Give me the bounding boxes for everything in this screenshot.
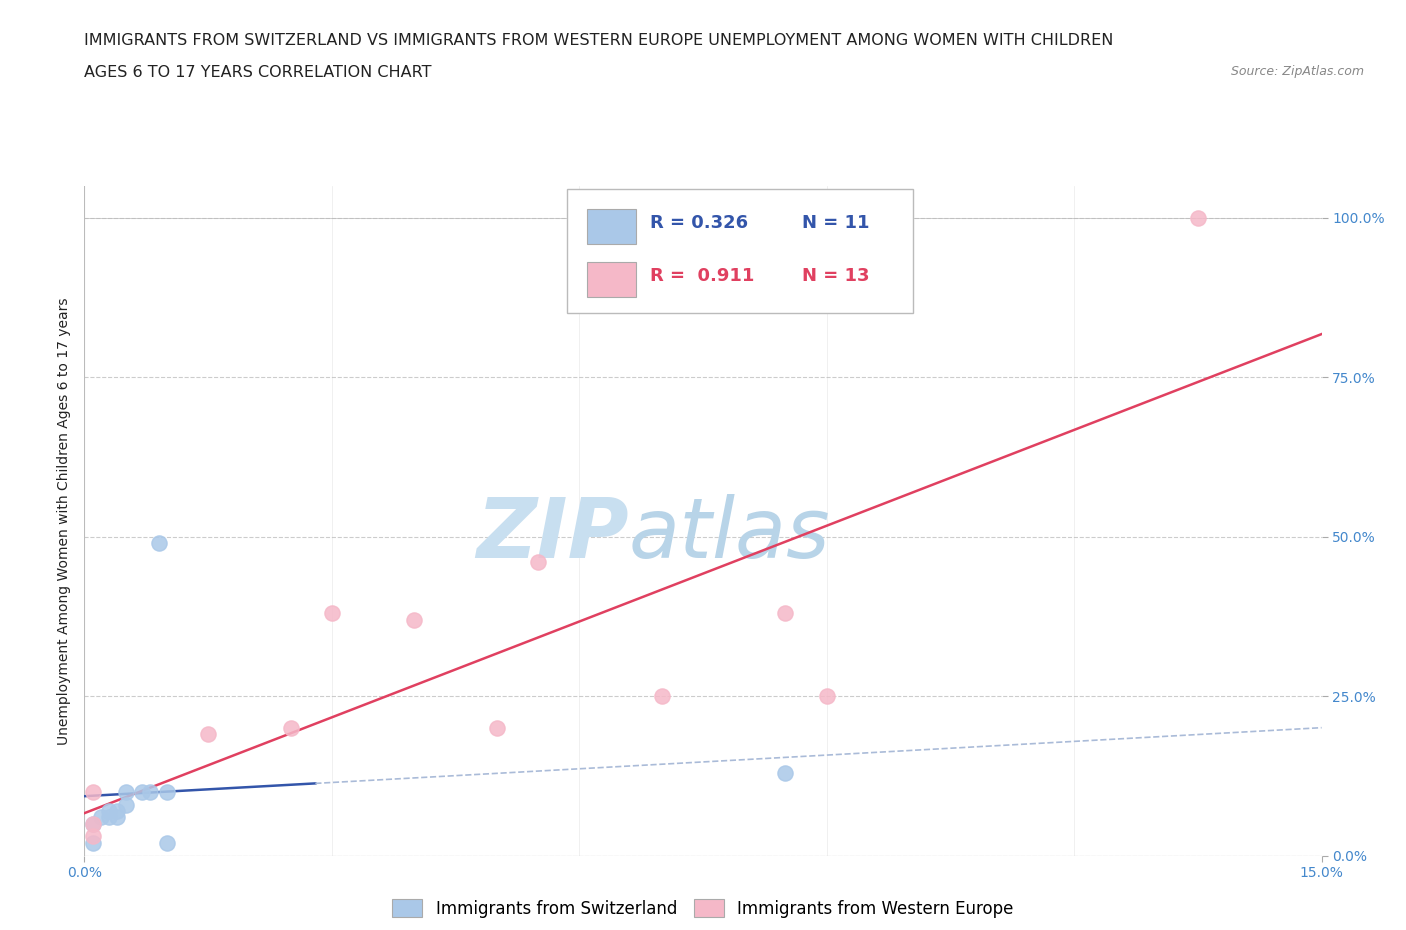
Point [775,765,797,780]
Point [815,689,838,704]
Text: N = 11: N = 11 [801,214,869,232]
Point [114,797,136,812]
Point [404,612,426,627]
Text: IMMIGRANTS FROM SWITZERLAND VS IMMIGRANTS FROM WESTERN EUROPE UNEMPLOYMENT AMONG: IMMIGRANTS FROM SWITZERLAND VS IMMIGRANT… [84,33,1114,47]
Point [105,804,128,818]
Point [148,536,170,551]
Point [651,689,673,704]
Text: atlas: atlas [628,494,831,575]
FancyBboxPatch shape [586,262,636,298]
Point [280,721,302,736]
Point [114,784,136,799]
FancyBboxPatch shape [567,190,914,313]
Point [105,810,128,825]
Text: AGES 6 TO 17 YEARS CORRELATION CHART: AGES 6 TO 17 YEARS CORRELATION CHART [84,65,432,80]
Point [82,784,104,799]
Point [98,810,121,825]
Point [775,605,797,620]
Point [82,829,104,844]
Point [485,721,508,736]
Text: ZIP: ZIP [477,494,628,575]
Point [98,804,121,818]
Point [82,817,104,831]
Point [197,727,219,742]
Point [139,784,162,799]
Point [321,605,343,620]
Point [131,784,153,799]
Point [156,835,179,850]
Point [82,835,104,850]
Point [1187,210,1209,225]
Text: R =  0.911: R = 0.911 [650,268,754,286]
Text: R = 0.326: R = 0.326 [650,214,748,232]
FancyBboxPatch shape [586,208,636,244]
Legend: Immigrants from Switzerland, Immigrants from Western Europe: Immigrants from Switzerland, Immigrants … [385,893,1021,924]
Point [527,555,550,570]
Text: Source: ZipAtlas.com: Source: ZipAtlas.com [1230,65,1364,78]
Text: N = 13: N = 13 [801,268,869,286]
Point [156,784,179,799]
Point [82,817,104,831]
Y-axis label: Unemployment Among Women with Children Ages 6 to 17 years: Unemployment Among Women with Children A… [58,297,72,745]
Point [90,810,112,825]
